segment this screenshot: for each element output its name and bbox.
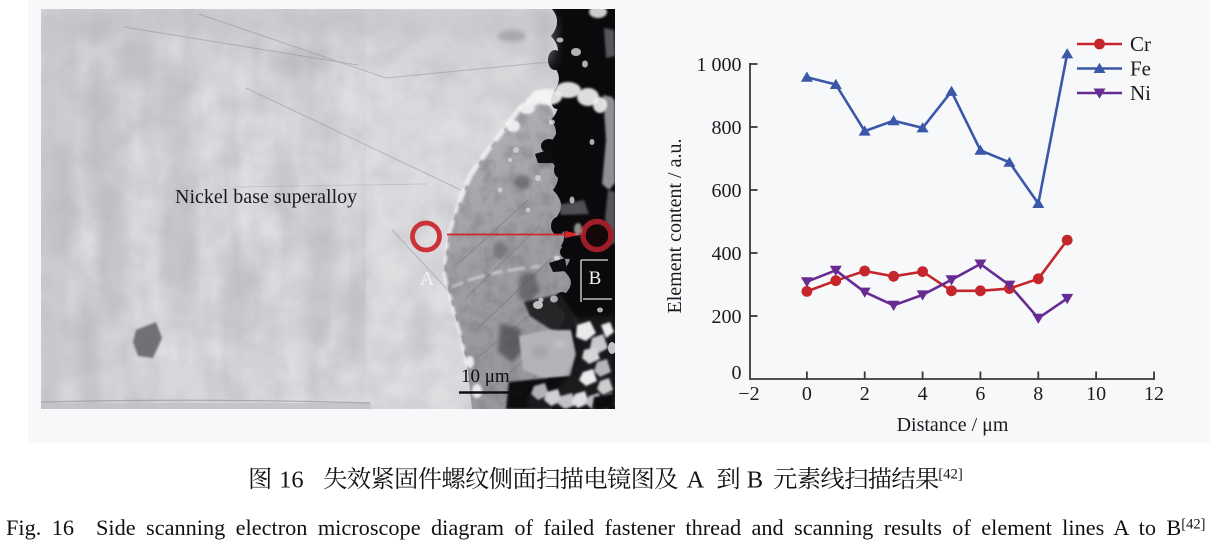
svg-text:10: 10 [1086,383,1106,405]
svg-text:10 μm: 10 μm [461,366,510,387]
svg-text:Ni: Ni [1130,81,1151,105]
svg-text:2: 2 [860,383,870,405]
svg-text:600: 600 [712,180,742,202]
svg-text:200: 200 [712,306,742,328]
svg-text:800: 800 [712,117,742,139]
svg-text:400: 400 [712,243,742,265]
svg-text:8: 8 [1033,383,1043,405]
svg-text:Distance / μm: Distance / μm [897,414,1009,436]
svg-text:[42]: [42] [938,467,963,483]
svg-text:Fe: Fe [1130,57,1151,81]
svg-text:4: 4 [918,383,928,405]
svg-text:12: 12 [1144,383,1164,405]
svg-text:B: B [747,466,763,493]
svg-text:0: 0 [732,362,742,384]
svg-text:6: 6 [975,383,985,405]
svg-text:Element content / a.u.: Element content / a.u. [664,139,686,314]
svg-text:A: A [420,268,435,290]
svg-text:Cr: Cr [1130,32,1151,56]
svg-text:B: B [589,268,602,289]
svg-text:1 000: 1 000 [697,54,742,76]
svg-text:−2: −2 [738,383,759,405]
svg-text:0: 0 [802,383,812,405]
svg-text:16: 16 [279,466,304,493]
svg-text:A: A [687,466,705,493]
svg-text:Nickel base superalloy: Nickel base superalloy [175,186,357,208]
